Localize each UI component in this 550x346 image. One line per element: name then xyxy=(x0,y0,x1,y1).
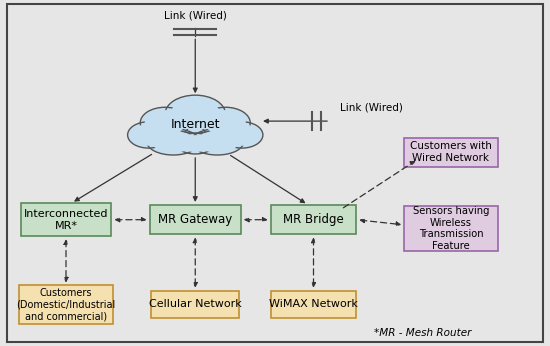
Ellipse shape xyxy=(165,95,226,133)
FancyBboxPatch shape xyxy=(151,291,239,318)
Ellipse shape xyxy=(191,129,244,155)
Text: WiMAX Network: WiMAX Network xyxy=(269,300,358,309)
Text: Customers with
Wired Network: Customers with Wired Network xyxy=(410,142,492,163)
Ellipse shape xyxy=(152,131,195,153)
Ellipse shape xyxy=(131,124,166,146)
Ellipse shape xyxy=(128,122,169,148)
FancyBboxPatch shape xyxy=(20,203,111,236)
FancyBboxPatch shape xyxy=(271,291,356,318)
Text: Interconnected
MR*: Interconnected MR* xyxy=(24,209,108,230)
FancyBboxPatch shape xyxy=(19,285,113,324)
Text: MR Bridge: MR Bridge xyxy=(283,213,344,226)
Ellipse shape xyxy=(221,122,263,148)
Ellipse shape xyxy=(179,135,211,152)
Ellipse shape xyxy=(147,129,200,155)
Text: Link (Wired): Link (Wired) xyxy=(164,11,227,21)
Ellipse shape xyxy=(201,107,250,138)
Ellipse shape xyxy=(176,133,214,154)
Text: MR Gateway: MR Gateway xyxy=(158,213,232,226)
Ellipse shape xyxy=(225,124,259,146)
FancyBboxPatch shape xyxy=(271,205,356,235)
Text: Link (Wired): Link (Wired) xyxy=(340,103,403,113)
Text: Customers
(Domestic/Industrial
and commercial): Customers (Domestic/Industrial and comme… xyxy=(16,288,116,321)
Ellipse shape xyxy=(170,99,220,130)
Ellipse shape xyxy=(145,110,185,136)
FancyBboxPatch shape xyxy=(404,137,498,167)
Ellipse shape xyxy=(140,107,190,138)
Ellipse shape xyxy=(196,131,239,153)
FancyBboxPatch shape xyxy=(150,205,241,235)
Ellipse shape xyxy=(205,110,246,136)
FancyBboxPatch shape xyxy=(404,206,498,251)
Text: Internet: Internet xyxy=(170,118,220,131)
Text: Sensors having
Wireless
Transmission
Feature: Sensors having Wireless Transmission Fea… xyxy=(412,206,490,251)
Text: Cellular Network: Cellular Network xyxy=(149,300,241,309)
Text: *MR - Mesh Router: *MR - Mesh Router xyxy=(374,328,471,338)
